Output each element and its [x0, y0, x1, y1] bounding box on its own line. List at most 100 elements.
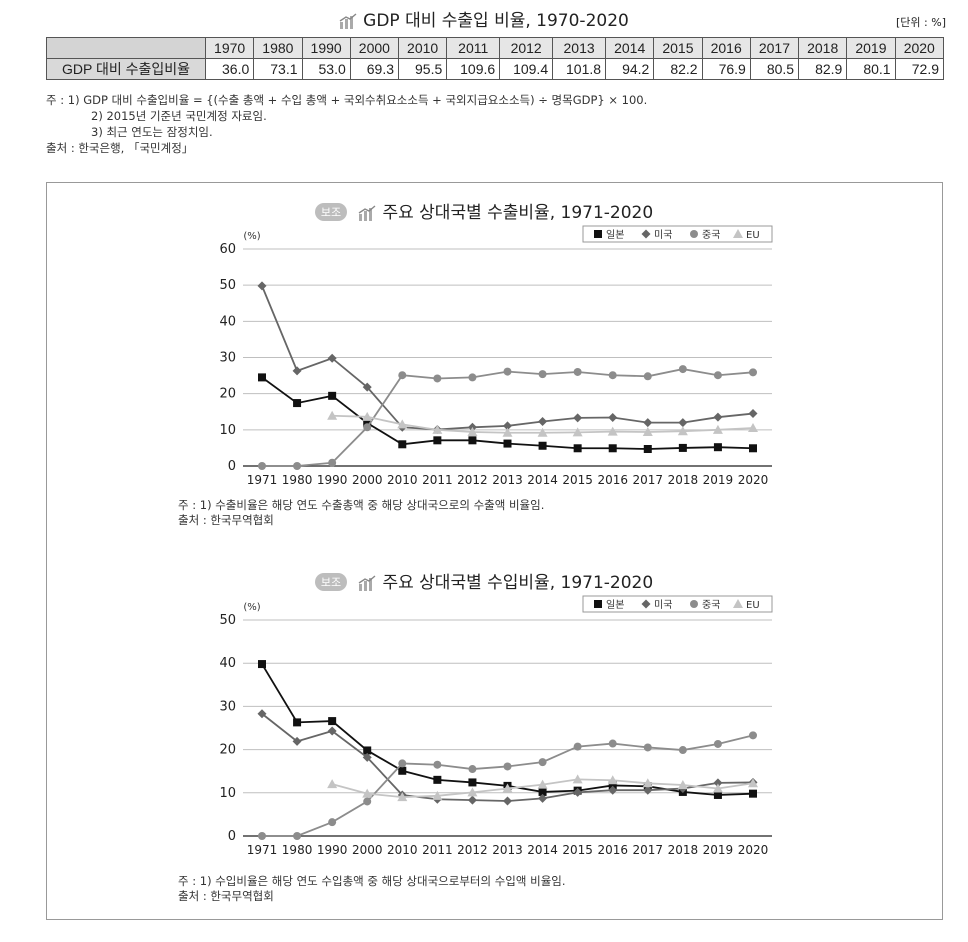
data-point: [503, 796, 512, 806]
chart-legend: 일본 미국 중국 EU: [582, 225, 773, 243]
data-point: [713, 412, 723, 422]
y-tick-label: 60: [219, 242, 236, 257]
data-point: [293, 832, 302, 840]
y-tick-label: 40: [219, 656, 236, 671]
data-point: [502, 427, 513, 437]
supplement-badge: 보조: [314, 573, 348, 591]
x-tick-label: 2013: [492, 843, 523, 857]
data-point: [398, 766, 407, 775]
data-point: [643, 785, 653, 795]
note-3: 3) 최근 연도는 잠정치임.: [91, 125, 213, 139]
legend-box: [582, 595, 773, 613]
data-point: [293, 718, 302, 727]
data-point: [748, 778, 758, 788]
data-point: [538, 417, 548, 427]
data-point: [608, 739, 617, 748]
year-header-cell: 2012: [499, 37, 554, 59]
data-point: [749, 368, 757, 377]
data-point: [362, 411, 373, 421]
x-tick-label: 1990: [317, 843, 348, 857]
y-tick-label: 30: [219, 351, 236, 366]
series-line: [261, 663, 754, 796]
data-point: [327, 353, 337, 363]
data-point: [643, 445, 652, 454]
data-point: [258, 660, 266, 669]
legend-label: 중국: [702, 599, 720, 611]
y-tick-label: 40: [219, 314, 236, 329]
table-row: GDP 대비 수출입비율 36.0 73.1 53.0 69.3 95.5 109.6 10…: [46, 58, 945, 80]
data-point: [572, 427, 583, 437]
chart-note-1: 주 : 1) 수입비율은 해당 연도 수입총액 중 해당 상대국으로부터의 수입…: [178, 874, 566, 888]
legend-marker: [641, 599, 651, 609]
series-eu: [327, 410, 758, 437]
chart-legend: 일본 미국 중국 EU: [582, 595, 773, 613]
data-point: [363, 418, 372, 427]
data-point: [713, 443, 722, 452]
data-point: [363, 797, 372, 806]
legend-marker: [690, 230, 698, 238]
year-header-cell: 2018: [798, 37, 848, 59]
data-point: [433, 436, 442, 445]
row-label: GDP 대비 수출입비율: [46, 58, 206, 80]
data-point: [328, 717, 337, 726]
data-point: [607, 775, 618, 785]
data-point: [538, 787, 547, 796]
x-tick-label: 2012: [457, 843, 488, 857]
data-point: [537, 427, 548, 437]
chart-title-text: 주요 상대국별 수출비율, 1971-2020: [382, 203, 654, 223]
unit-label: [단위 : %]: [896, 16, 946, 29]
data-point: [748, 423, 758, 433]
data-point: [328, 458, 337, 467]
data-point: [398, 371, 407, 380]
data-point: [432, 790, 443, 800]
ratio-value-cell: 80.1: [846, 58, 896, 80]
data-point: [468, 765, 477, 774]
data-point: [678, 746, 687, 755]
year-header-cell: 2020: [894, 37, 945, 59]
x-tick-label: 1971: [247, 843, 278, 857]
data-point: [362, 752, 372, 762]
data-point: [642, 778, 653, 788]
data-point: [712, 783, 723, 793]
data-point: [432, 424, 443, 434]
year-header-cell: 2014: [605, 37, 655, 59]
data-point: [503, 367, 512, 376]
x-tick-label: 2010: [387, 843, 418, 857]
x-tick-label: 2013: [492, 473, 523, 487]
charts-box: [46, 182, 943, 920]
data-point: [573, 787, 583, 797]
x-tick-label: 2000: [352, 843, 383, 857]
chart-title-text: 주요 상대국별 수입비율, 1971-2020: [382, 573, 654, 593]
y-tick-label: 0: [228, 459, 236, 474]
year-header-cell: 2011: [446, 37, 501, 59]
x-tick-label: 2015: [562, 473, 593, 487]
data-point: [363, 423, 372, 432]
data-point: [327, 410, 338, 420]
x-tick-label: 2000: [352, 473, 383, 487]
x-tick-label: 2014: [527, 843, 558, 857]
y-tick-label: 50: [219, 613, 236, 628]
y-tick-label: 30: [219, 699, 236, 714]
source-note: 출처 : 한국은행, 「국민계정」: [46, 141, 194, 155]
year-header-cell: 1980: [253, 37, 303, 59]
year-header-cell: 2015: [653, 37, 703, 59]
data-point: [607, 426, 618, 436]
ratio-value-cell: 80.5: [749, 58, 800, 80]
data-point: [433, 760, 442, 769]
bar-chart-icon: [339, 13, 357, 34]
data-point: [573, 742, 582, 751]
y-axis-unit-label: (%): [243, 602, 260, 613]
data-point: [573, 367, 582, 376]
data-point: [257, 709, 267, 719]
gdp-trade-table: 1970 1980 1990 2000 2010 2011 2012 2013 2014 2015…: [46, 37, 945, 80]
ratio-value-cell: 82.2: [653, 58, 703, 80]
ratio-value-cell: 69.3: [349, 58, 400, 80]
data-point: [398, 440, 407, 449]
data-point: [467, 427, 478, 437]
data-point: [468, 436, 477, 445]
data-point: [433, 374, 442, 383]
data-point: [328, 818, 337, 827]
data-point: [398, 759, 407, 768]
x-tick-label: 2012: [457, 473, 488, 487]
legend-label: 일본: [606, 229, 624, 241]
